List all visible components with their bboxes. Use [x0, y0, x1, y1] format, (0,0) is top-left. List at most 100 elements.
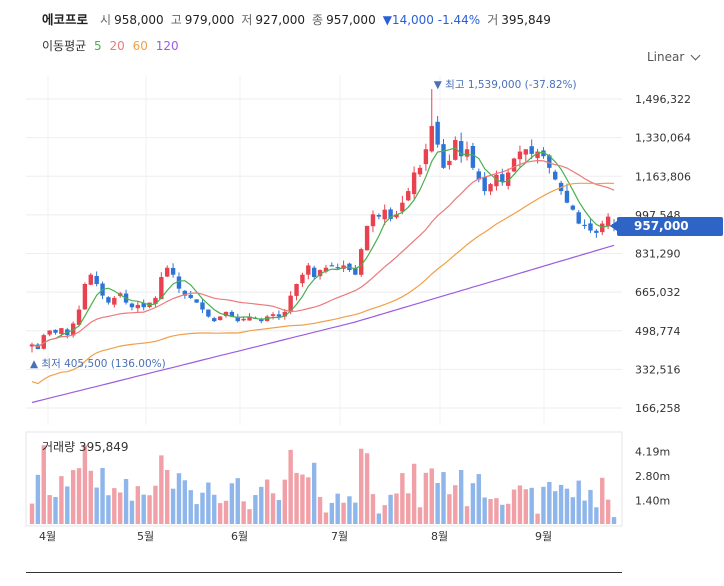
volume-bar: [353, 502, 358, 524]
high-annotation: ▼ 최고 1,539,000 (-37.82%): [434, 79, 577, 91]
candle-body: [494, 174, 499, 187]
close-label: 종: [312, 13, 324, 27]
candle-body: [235, 316, 240, 322]
candle-body: [141, 303, 146, 308]
volume-bar: [282, 479, 287, 524]
volume-bar: [359, 448, 364, 524]
y-tick-label: 332,516: [635, 363, 681, 376]
candle-body: [382, 209, 387, 220]
volume-bar: [76, 468, 82, 524]
volume-bar: [523, 489, 529, 524]
change-value: ▼14,000 -1.44%: [382, 13, 481, 27]
bottom-divider: [26, 572, 622, 573]
candle-body: [165, 267, 170, 277]
candle-body: [394, 214, 399, 218]
volume-bar: [535, 513, 540, 524]
candle-body: [200, 302, 205, 310]
candle-body: [547, 155, 552, 168]
candle-body: [153, 297, 158, 304]
candle-body: [511, 158, 517, 172]
candle-body: [423, 149, 429, 165]
volume-bar: [212, 494, 217, 524]
volume-bar: [441, 472, 446, 524]
candle-body: [594, 230, 599, 233]
volume-bar: [106, 495, 111, 524]
volume-bar: [217, 503, 223, 524]
candle-body: [464, 149, 470, 157]
volume-bar: [70, 470, 76, 524]
candle-body: [53, 329, 58, 333]
volume-bar: [417, 507, 423, 524]
volume-bar: [541, 486, 546, 524]
candle-body: [529, 146, 534, 154]
candle-body: [564, 190, 570, 203]
volume-bar: [411, 463, 417, 524]
volume-bar: [59, 476, 64, 524]
ma60-label[interactable]: 60: [132, 39, 148, 53]
volume-bar: [335, 493, 340, 524]
candle-body: [270, 314, 276, 316]
candle-body: [447, 160, 452, 166]
candle-body: [217, 316, 223, 321]
volume-bar: [294, 472, 299, 524]
volume-bar: [135, 486, 141, 524]
ma120-line: [31, 244, 615, 404]
candle-body: [317, 270, 323, 277]
volume-bar: [141, 494, 146, 524]
volume-bar: [300, 474, 305, 524]
candle-body: [194, 299, 199, 303]
candle-body: [364, 225, 370, 251]
candle-body: [605, 216, 611, 227]
y-tick-label: 831,290: [635, 248, 681, 261]
ma5-line: [31, 147, 615, 348]
volume-bar: [605, 499, 611, 524]
scale-dropdown[interactable]: Linear: [647, 50, 701, 64]
y-tick-label: 1,330,064: [635, 132, 691, 145]
candle-body: [588, 223, 593, 231]
candle-body: [400, 202, 405, 212]
candle-body: [458, 141, 464, 157]
candle-body: [353, 268, 358, 275]
candle-body: [429, 126, 434, 152]
high-label: 고: [170, 13, 182, 27]
candle-body: [359, 249, 364, 275]
candle-body: [311, 267, 317, 278]
volume-bar: [153, 485, 158, 524]
volume-bar: [564, 488, 570, 524]
ma5-label[interactable]: 5: [94, 39, 102, 53]
scale-value: Linear: [647, 50, 685, 64]
volume-bar: [170, 488, 176, 524]
candle-body: [223, 311, 229, 317]
open-value: 958,000: [114, 13, 164, 27]
volume-bar: [494, 498, 499, 524]
volume-bar: [482, 497, 487, 524]
candle-body: [276, 314, 282, 317]
candle-body: [553, 171, 558, 180]
volume-bar: [505, 503, 511, 524]
ma120-label[interactable]: 120: [155, 39, 179, 53]
candle-body: [570, 205, 576, 210]
ma20-line: [31, 159, 615, 348]
volume-bar: [329, 502, 335, 524]
candle-body: [388, 209, 393, 219]
volume-bar: [582, 500, 587, 524]
low-value: 927,000: [255, 13, 306, 27]
volume-bar: [35, 474, 41, 524]
volume-bar: [47, 495, 52, 524]
volume-bar: [241, 501, 246, 524]
stock-name: 에코프로: [42, 12, 89, 27]
candle-body: [188, 294, 193, 298]
ma20-label[interactable]: 20: [109, 39, 125, 53]
candle-body: [541, 150, 546, 157]
candle-body: [206, 309, 211, 317]
price-plot-area: [26, 75, 622, 425]
volume-bar: [458, 469, 464, 524]
candle-body: [505, 172, 511, 186]
volume-bar: [88, 470, 93, 524]
price-header: 에코프로 시 958,000 고 979,000 저 927,000 종 957…: [42, 9, 558, 28]
x-tick-label: 8월: [431, 530, 448, 543]
volume-tick-label: 2.80m: [635, 470, 670, 483]
moving-average-legend[interactable]: 이동평균 5 20 60 120: [42, 37, 183, 54]
volume-bar: [41, 445, 46, 524]
